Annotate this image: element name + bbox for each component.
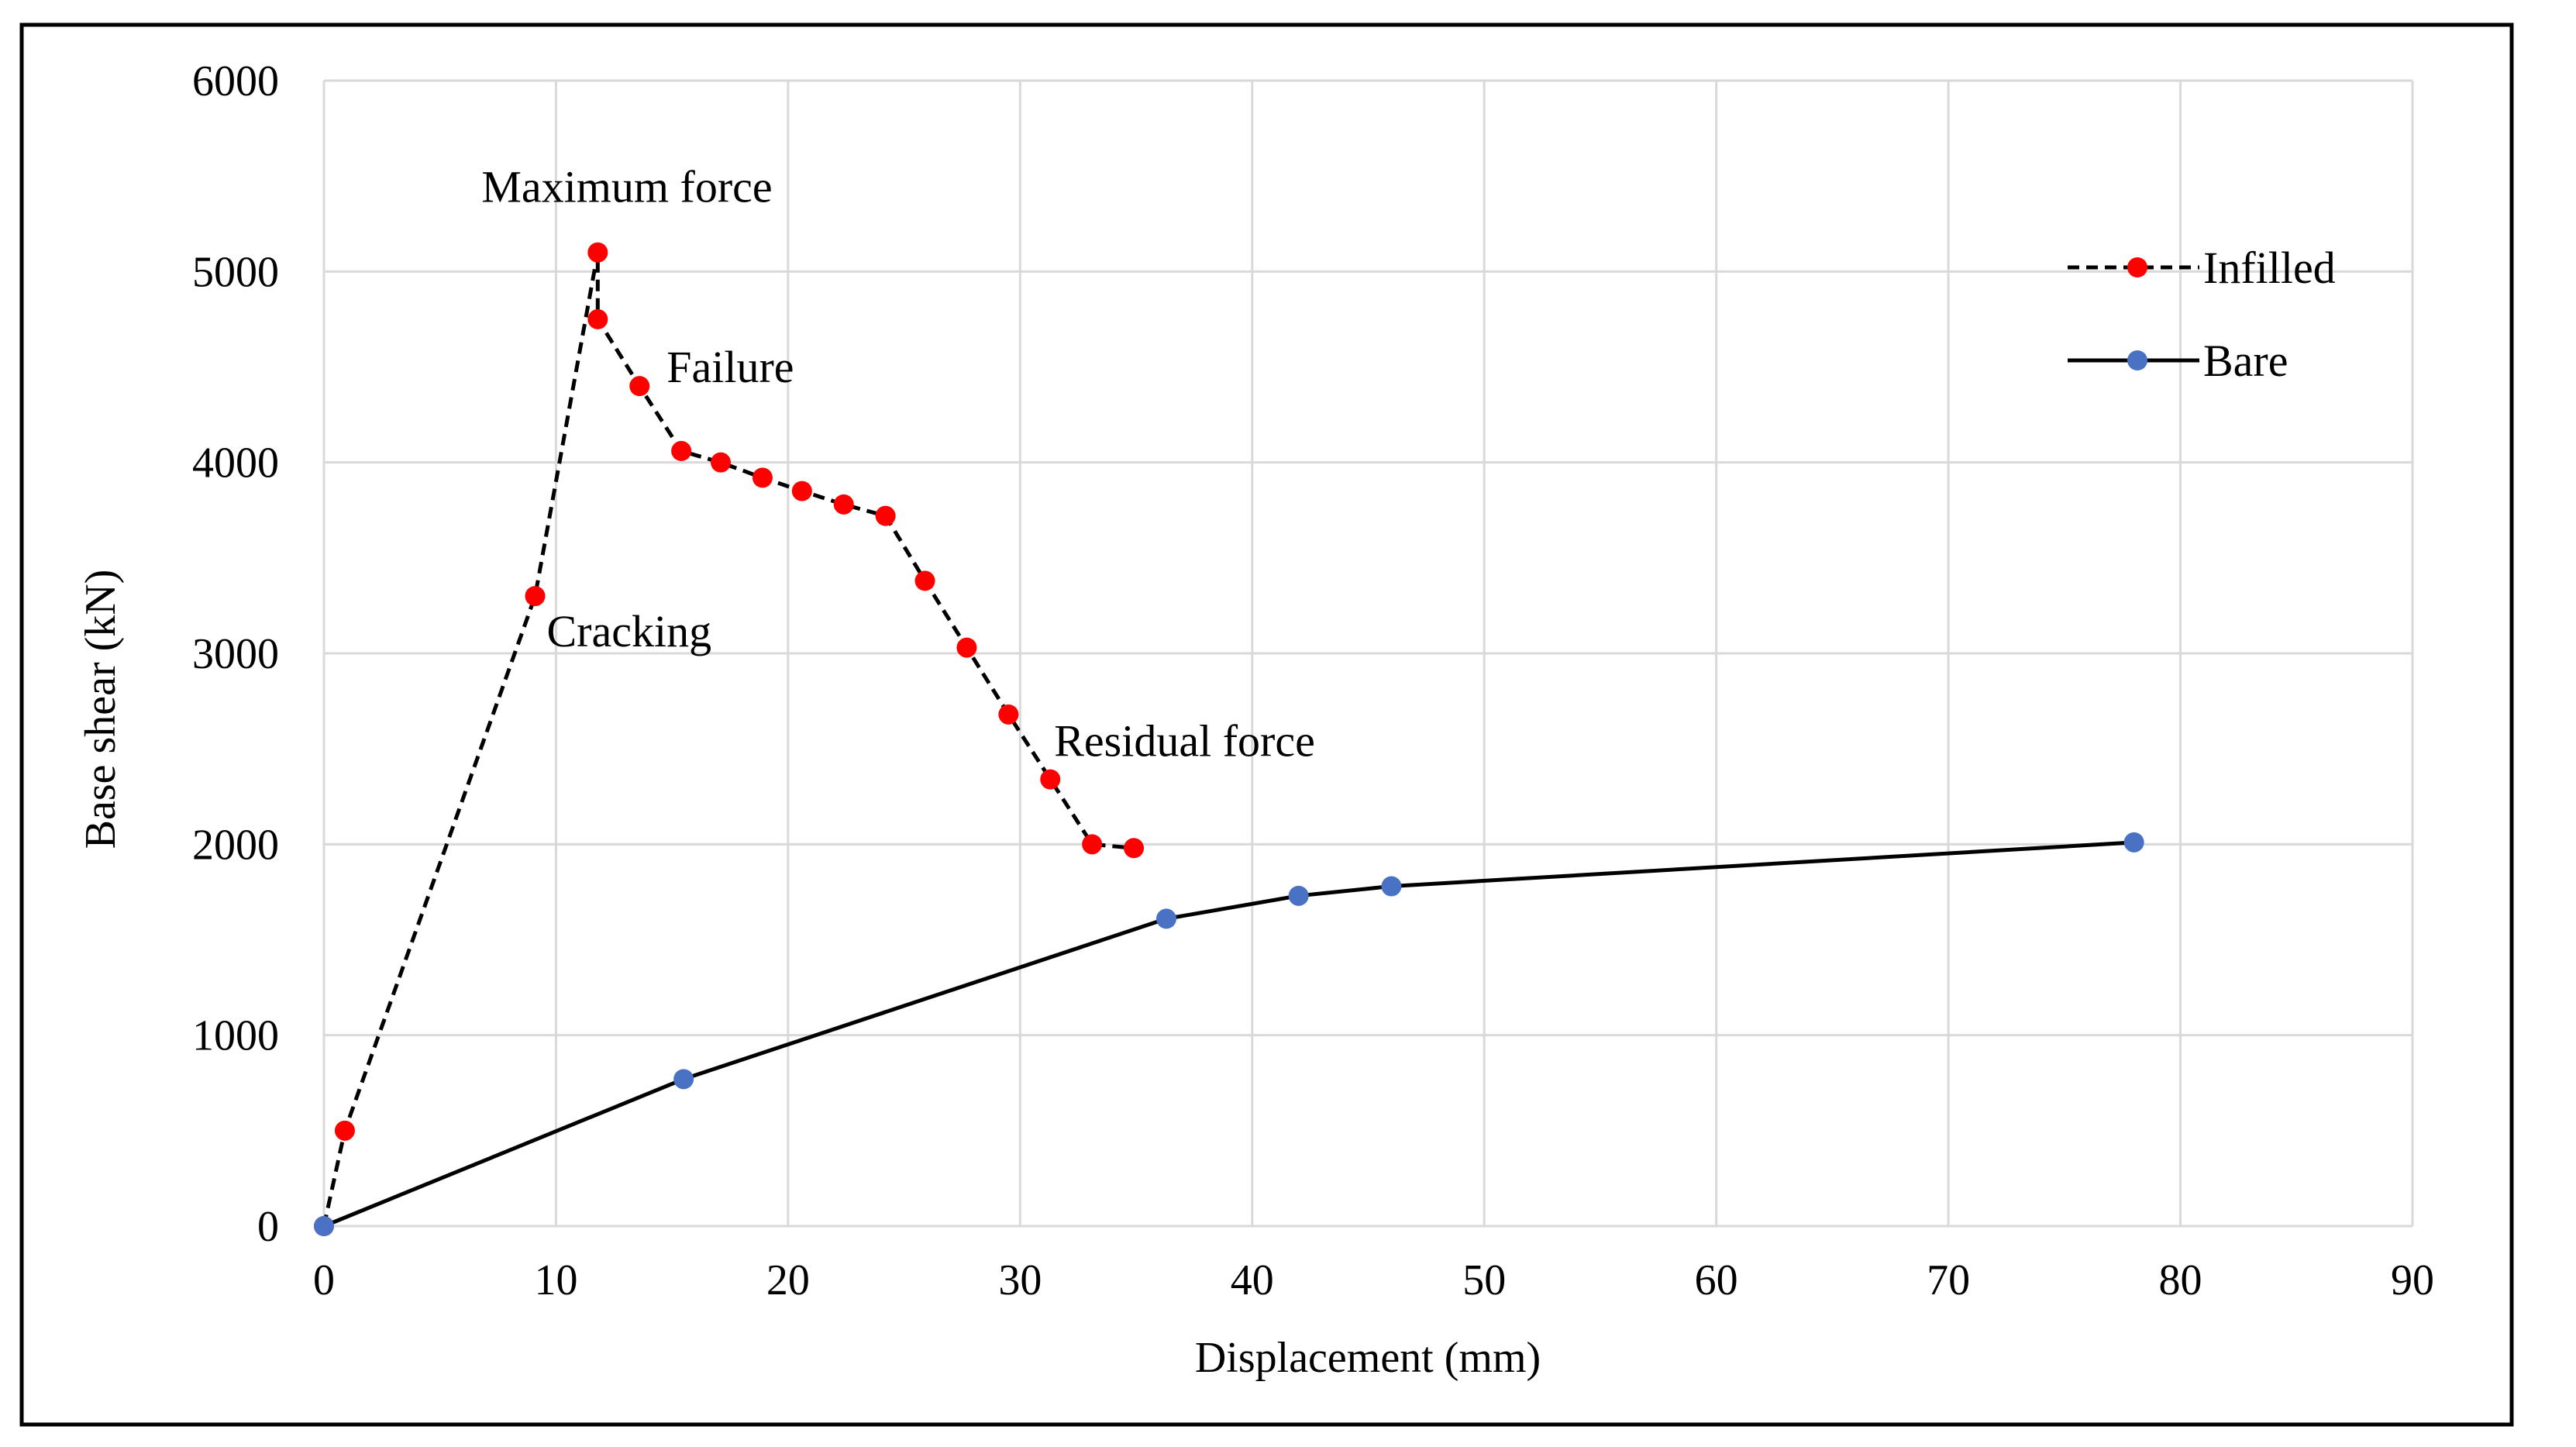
data-point-infilled[interactable] — [1082, 834, 1103, 855]
data-point-infilled[interactable] — [956, 637, 977, 658]
series-line-bare — [323, 840, 2134, 1228]
x-tick-label: 50 — [1462, 1256, 1506, 1304]
data-point-infilled[interactable] — [1124, 838, 1145, 859]
data-point-bare[interactable] — [1288, 885, 1309, 906]
x-tick-label: 70 — [1927, 1256, 1970, 1304]
x-tick-label: 30 — [998, 1256, 1042, 1304]
x-tick-label: 60 — [1695, 1256, 1738, 1304]
series-layer — [314, 242, 2144, 1236]
data-point-infilled[interactable] — [334, 1120, 355, 1141]
x-tick-label: 90 — [2391, 1256, 2434, 1304]
grid — [322, 79, 2414, 1228]
data-point-infilled[interactable] — [671, 440, 692, 461]
annotation-cracking: Cracking — [546, 606, 711, 656]
y-tick-label: 1000 — [192, 1012, 279, 1060]
legend-label-bare: Bare — [2203, 336, 2288, 386]
data-point-infilled[interactable] — [587, 308, 608, 329]
data-point-bare[interactable] — [2123, 832, 2144, 853]
data-point-infilled[interactable] — [711, 452, 732, 473]
legend-marker-bare — [2127, 350, 2147, 370]
legend-label-infilled: Infilled — [2203, 243, 2336, 293]
x-tick-label: 0 — [313, 1256, 335, 1304]
annotations: Maximum force Failure Cracking Residual for… — [481, 162, 1315, 767]
data-point-infilled[interactable] — [875, 505, 896, 526]
y-axis-title: Base shear (kN) — [77, 570, 125, 849]
data-point-bare[interactable] — [1381, 876, 1402, 897]
x-tick-label: 20 — [766, 1256, 810, 1304]
x-tick-label: 10 — [534, 1256, 577, 1304]
data-point-infilled[interactable] — [587, 242, 608, 263]
axes: 0 10 20 30 40 50 60 70 80 90 0 1000 2000 3000 4000 5000… — [192, 57, 2434, 1304]
y-tick-label: 6000 — [192, 57, 279, 105]
data-point-infilled[interactable] — [629, 376, 650, 397]
data-point-infilled[interactable] — [998, 704, 1019, 725]
chart-frame — [19, 22, 2514, 1427]
x-tick-label: 80 — [2159, 1256, 2202, 1304]
annotation-residual-force: Residual force — [1054, 716, 1315, 767]
legend: Infilled Bare — [2068, 243, 2336, 386]
y-tick-label: 5000 — [192, 248, 279, 296]
x-tick-label: 40 — [1231, 1256, 1274, 1304]
annotation-failure: Failure — [666, 342, 794, 392]
data-point-infilled[interactable] — [1040, 769, 1061, 790]
data-point-bare[interactable] — [314, 1216, 334, 1236]
data-point-infilled[interactable] — [752, 467, 773, 488]
data-point-infilled[interactable] — [833, 494, 854, 515]
data-point-infilled[interactable] — [525, 586, 546, 607]
annotation-maximum-force: Maximum force — [481, 162, 772, 212]
data-point-bare[interactable] — [1155, 908, 1176, 929]
y-tick-label: 4000 — [192, 439, 279, 488]
data-point-infilled[interactable] — [791, 481, 812, 501]
x-axis-title: Displacement (mm) — [1195, 1334, 1541, 1382]
y-tick-label: 3000 — [192, 630, 279, 678]
legend-marker-infilled — [2127, 257, 2147, 277]
data-point-infilled[interactable] — [914, 570, 935, 591]
data-point-bare[interactable] — [673, 1069, 694, 1090]
series-line-infilled — [322, 250, 1135, 1227]
y-tick-label: 0 — [257, 1203, 279, 1251]
y-tick-label: 2000 — [192, 821, 279, 869]
